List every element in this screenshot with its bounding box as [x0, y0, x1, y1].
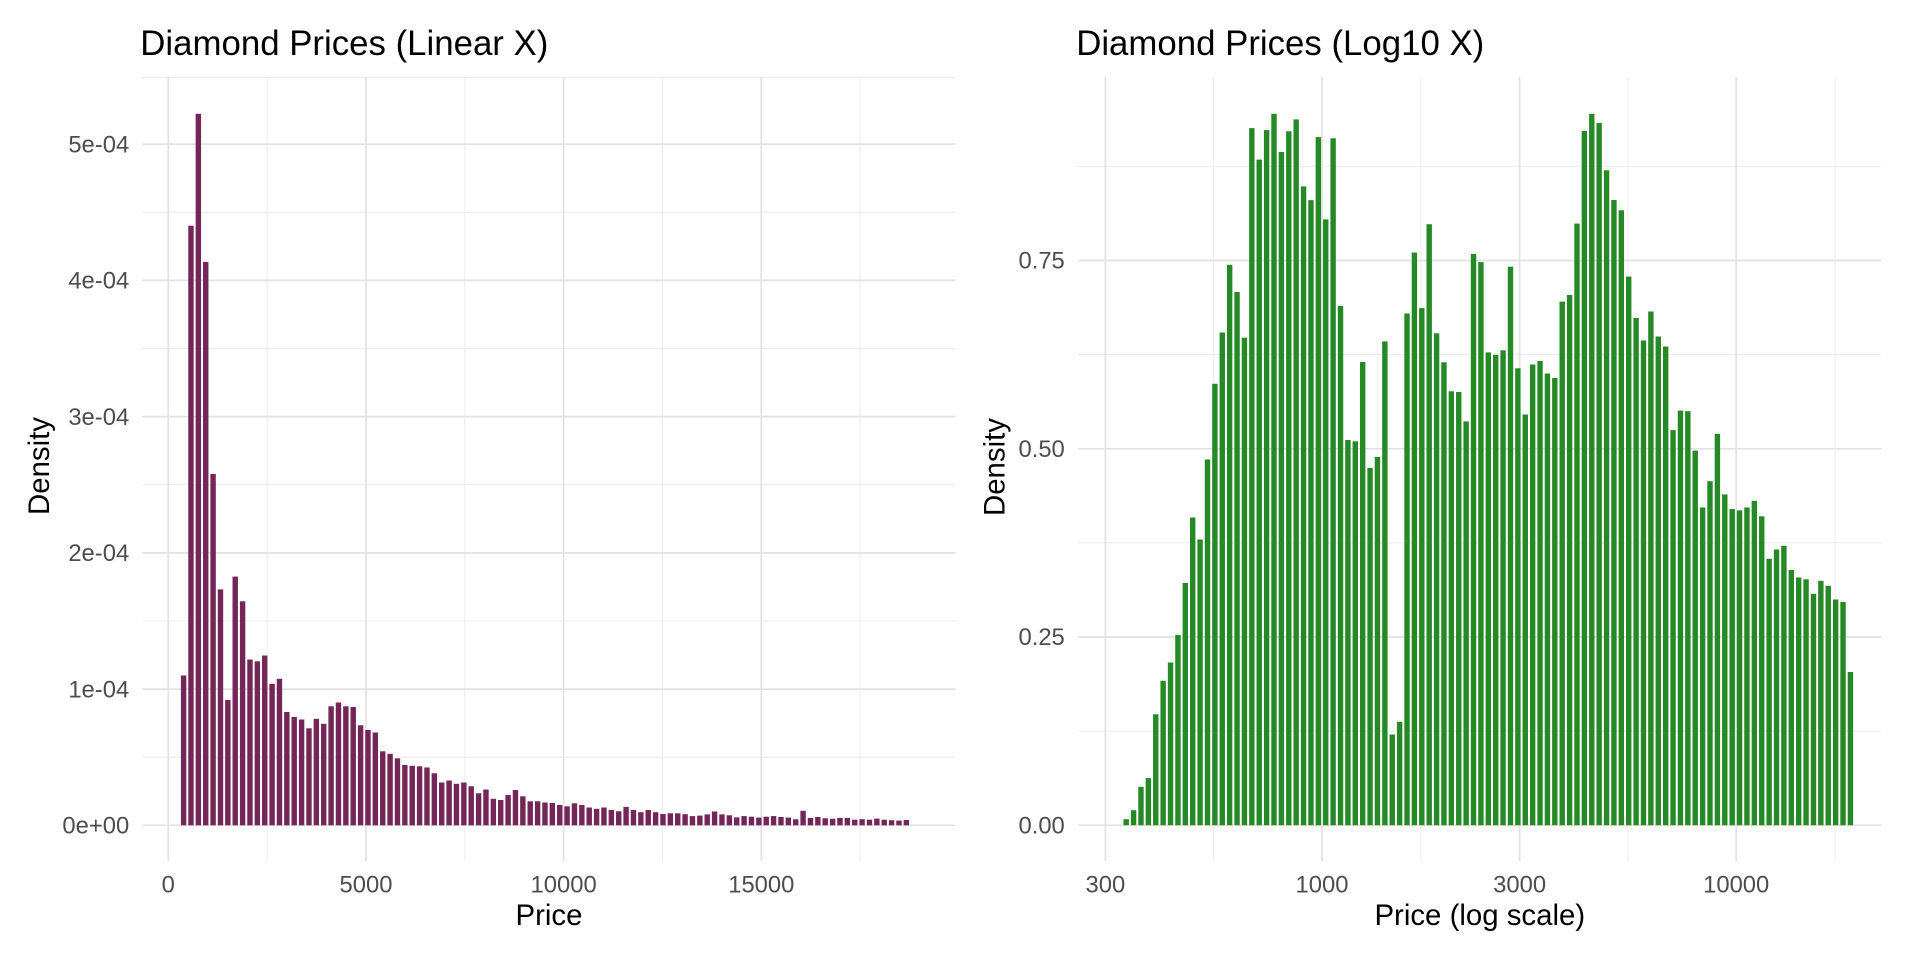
svg-text:Density: Density [979, 418, 1012, 516]
svg-text:10000: 10000 [1703, 872, 1769, 899]
svg-text:Price: Price [516, 899, 583, 932]
svg-text:Diamond Prices (Linear X): Diamond Prices (Linear X) [140, 24, 548, 63]
svg-text:Price (log scale): Price (log scale) [1374, 899, 1585, 932]
svg-text:4e-04: 4e-04 [68, 268, 129, 295]
svg-text:15000: 15000 [728, 872, 794, 899]
svg-text:5e-04: 5e-04 [68, 131, 129, 158]
svg-text:0.25: 0.25 [1018, 624, 1064, 651]
svg-text:0.75: 0.75 [1018, 248, 1064, 275]
svg-text:10000: 10000 [531, 872, 597, 899]
svg-text:1000: 1000 [1296, 872, 1349, 899]
svg-text:0: 0 [162, 872, 175, 899]
svg-text:3e-04: 3e-04 [68, 404, 129, 431]
svg-text:1e-04: 1e-04 [68, 676, 129, 703]
svg-text:Density: Density [23, 417, 56, 515]
svg-text:0e+00: 0e+00 [62, 813, 129, 840]
svg-text:0.00: 0.00 [1018, 812, 1064, 839]
svg-text:2e-04: 2e-04 [68, 540, 129, 567]
svg-text:3000: 3000 [1493, 872, 1546, 899]
svg-text:Diamond Prices (Log10 X): Diamond Prices (Log10 X) [1076, 24, 1484, 63]
svg-text:5000: 5000 [340, 872, 393, 899]
svg-text:0.50: 0.50 [1018, 436, 1064, 463]
svg-text:300: 300 [1086, 872, 1126, 899]
